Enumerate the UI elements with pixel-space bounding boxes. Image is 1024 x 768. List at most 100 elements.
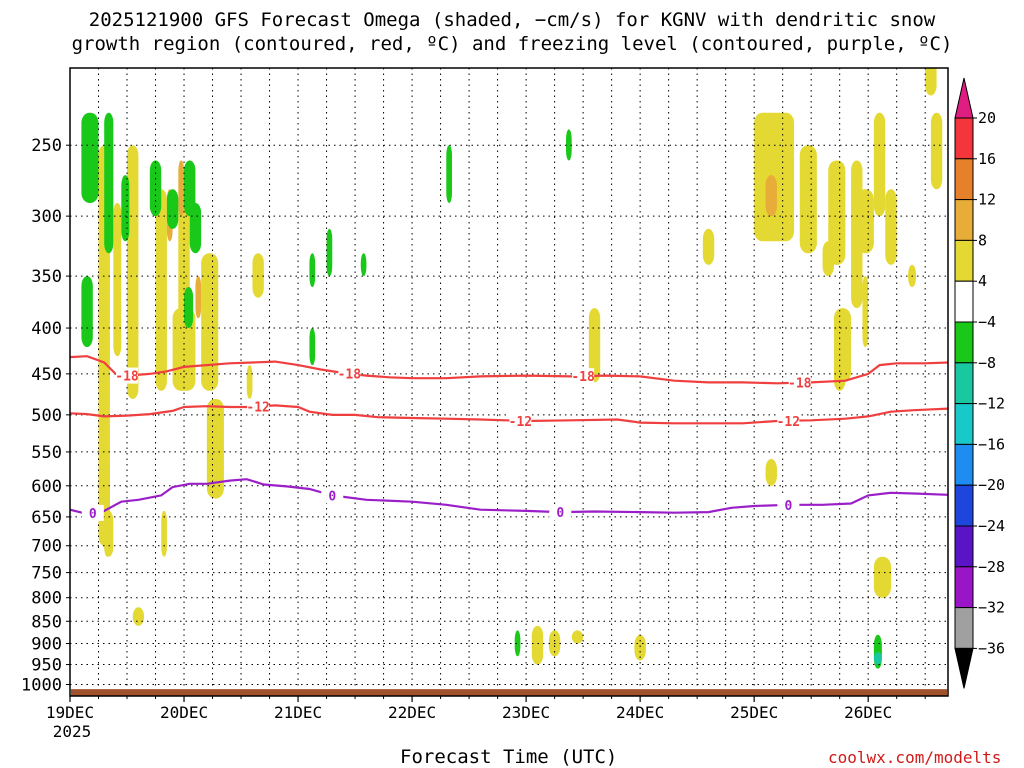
omega-shaded-cell <box>132 607 145 626</box>
omega-shaded-cell <box>571 630 584 644</box>
omega-shaded-cell <box>702 228 715 265</box>
colorbar-segment <box>954 566 974 609</box>
contour-label: 0 <box>784 499 792 514</box>
colorbar-segment <box>954 484 974 527</box>
credit-link[interactable]: coolwx.com/modelts <box>828 748 1002 767</box>
omega-shaded-cell <box>184 287 194 329</box>
omega-shaded-cell <box>873 556 891 598</box>
omega-shaded-cell <box>833 365 846 391</box>
x-tick-label: 25DEC <box>730 703 778 722</box>
y-tick-label: 400 <box>31 319 62 339</box>
contour-label-bg <box>788 374 811 391</box>
omega-shaded-cell <box>531 625 544 665</box>
omega-shaded-cell <box>828 160 846 265</box>
colorbar-label: −20 <box>978 476 1005 494</box>
omega-shaded-cell <box>885 189 897 265</box>
surface-band <box>71 689 947 696</box>
omega-shaded-cell <box>566 129 572 161</box>
omega-shaded-cell <box>201 253 219 391</box>
contour-label: -18 <box>788 377 812 392</box>
colorbar-segment <box>954 280 974 323</box>
omega-shaded-cell <box>862 276 869 348</box>
plot-frame <box>69 67 949 697</box>
y-tick-label: 450 <box>31 365 62 385</box>
x-tick-sublabel: 2025 <box>53 722 92 741</box>
contour-label-bg <box>572 368 595 385</box>
omega-shaded-cell <box>246 365 253 399</box>
omega-shaded-cell <box>799 145 817 254</box>
y-tick-label: 300 <box>31 207 62 227</box>
omega-shaded-cell <box>104 112 114 254</box>
y-tick-label: 600 <box>31 477 62 497</box>
y-tick-label: 250 <box>31 136 62 156</box>
contour-label-bg <box>81 504 104 521</box>
omega-shading <box>81 68 943 669</box>
colorbar-label: −4 <box>978 313 996 331</box>
colorbar-label: −12 <box>978 395 1005 413</box>
y-tick-label: 550 <box>31 443 62 463</box>
omega-shaded-cell <box>149 160 162 217</box>
y-tick-label: 350 <box>31 267 62 287</box>
colorbar-label: 16 <box>978 150 996 168</box>
contour-label-bg <box>321 487 344 504</box>
colorbar-top-arrow <box>954 77 974 119</box>
omega-shaded-cell <box>309 328 316 366</box>
y-tick-label: 700 <box>31 537 62 557</box>
contour-label-bg <box>116 367 139 384</box>
colorbar-label: −28 <box>978 558 1005 576</box>
omega-shaded-cell <box>195 276 202 319</box>
chart-title-line-2: growth region (contoured, red, ºC) and f… <box>71 33 953 55</box>
chart-title: 2025121900 GFS Forecast Omega (shaded, −… <box>0 8 1024 56</box>
y-tick-label: 950 <box>31 656 62 676</box>
omega-shaded-cell <box>81 276 93 348</box>
ground-surface <box>71 689 947 696</box>
omega-shaded-cell <box>588 308 601 383</box>
colorbar-bottom-arrow <box>954 647 974 689</box>
omega-shaded-cell <box>833 308 852 383</box>
omega-shaded-cell <box>930 112 943 190</box>
colorbar-label: −16 <box>978 435 1005 453</box>
colorbar-label: 12 <box>978 191 996 209</box>
colorbar-segment <box>954 321 974 364</box>
omega-shaded-cell <box>184 160 196 217</box>
omega-shaded-cell <box>121 175 130 242</box>
colorbar-segment <box>954 525 974 568</box>
colorbar-segment <box>954 199 974 241</box>
contour-label: 0 <box>89 507 97 522</box>
omega-shaded-cell <box>178 160 185 217</box>
omega-shaded-cell <box>252 253 264 298</box>
contour-line <box>70 404 948 425</box>
colorbar-label: 20 <box>978 109 996 127</box>
omega-shaded-cell <box>873 652 882 665</box>
omega-shaded-cell <box>189 202 202 254</box>
colorbar-segment <box>954 239 974 282</box>
colorbar-label: −36 <box>978 639 1005 657</box>
x-tick-label: 21DEC <box>274 703 322 722</box>
contour-line <box>70 478 948 516</box>
omega-shaded-cell <box>161 510 167 557</box>
contour-label-bg <box>247 398 270 415</box>
omega-shaded-cell <box>925 68 937 96</box>
omega-shaded-cell <box>206 398 224 499</box>
grid-lines <box>70 68 948 696</box>
omega-shaded-cell <box>446 145 452 203</box>
y-tick-label: 800 <box>31 589 62 609</box>
contour-label: -18 <box>338 368 362 383</box>
omega-shaded-cell <box>166 189 179 229</box>
x-tick-label: 20DEC <box>160 703 208 722</box>
contour-label-bg <box>549 504 572 521</box>
omega-shaded-cell <box>104 510 114 557</box>
contour-label: 0 <box>328 489 336 504</box>
omega-shaded-cell <box>765 175 777 217</box>
omega-shaded-cell <box>127 145 139 399</box>
colorbar-segment <box>954 607 974 649</box>
colorbar-label: −24 <box>978 517 1005 535</box>
omega-shaded-cell <box>155 189 167 391</box>
colorbar-segment <box>954 403 974 445</box>
chart-title-line-1: 2025121900 GFS Forecast Omega (shaded, −… <box>88 9 936 31</box>
omega-shaded-cell <box>873 112 886 217</box>
y-tick-label: 750 <box>31 564 62 584</box>
colorbar: 20 16 12 8 4 −4 −8 −12 −16 −20 −24 −28 −32 −36 <box>954 77 1005 689</box>
omega-shaded-cell <box>113 202 122 357</box>
